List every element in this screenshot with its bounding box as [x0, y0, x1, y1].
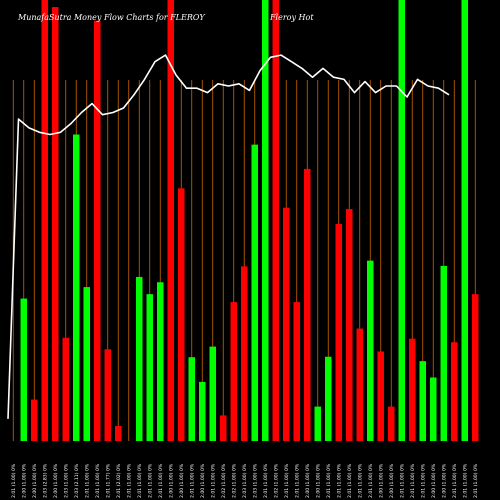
x-tick-label: 2.01 (1.00) 0%: [452, 463, 458, 498]
bar-up: [325, 356, 332, 441]
x-tick-label: 2.00 (1.00) 0%: [441, 463, 447, 498]
bar-down: [346, 209, 353, 441]
money-flow-line: [7, 54, 450, 419]
x-tick-label: 2.02 (1.00) 0%: [231, 463, 237, 498]
x-tick-label: 2.01 (1.00) 0%: [357, 463, 363, 498]
x-tick-label: 2.03 (2.83) 0%: [42, 463, 48, 498]
x-tick-label: 2.01 (1.00) 0%: [294, 463, 300, 498]
x-tick-label: 2.03 (1.00) 0%: [252, 463, 258, 498]
bar-down: [220, 415, 227, 441]
x-tick-label: 2.00 (1.00) 0%: [378, 463, 384, 498]
x-tick-label: 2.00 (1.00) 0%: [179, 463, 185, 498]
bar-down: [104, 349, 111, 441]
x-tick-label: 2.01 (1.00) 0%: [326, 463, 332, 498]
x-tick-label: 2.03 (2.11) 0%: [74, 463, 80, 498]
x-tick-label: 2.00 (1.00) 0%: [431, 463, 437, 498]
x-tick-label: 2.00 (1.00) 0%: [200, 463, 206, 498]
bar-down: [52, 7, 59, 441]
bar-down: [178, 188, 185, 441]
x-tick-label: 2.01 (1.00) 0%: [473, 463, 479, 498]
bar-down: [41, 0, 48, 441]
x-tick-label: 2.01 (1.77) 0%: [105, 463, 111, 498]
bar-down: [388, 406, 395, 441]
bar-up: [188, 357, 195, 441]
bar-up: [440, 265, 447, 441]
chart-title-right: Fleroy Hot: [269, 13, 314, 22]
bar-up: [157, 282, 164, 441]
bar-up: [136, 276, 143, 441]
bar-up: [73, 134, 80, 441]
bar-up: [199, 381, 206, 441]
bar-up: [398, 0, 405, 441]
bar-down: [356, 328, 363, 441]
bar-up: [430, 377, 437, 441]
x-tick-label: 2.01 (1.00) 0%: [137, 463, 143, 498]
x-tick-label: 2.03 (1.00) 0%: [63, 463, 69, 498]
bar-down: [335, 224, 342, 441]
bar-down: [451, 342, 458, 441]
bar-up: [262, 0, 269, 441]
bar-up: [20, 298, 27, 441]
bar-down: [293, 302, 300, 441]
x-tick-label: 2.00 (1.00) 0%: [315, 463, 321, 498]
bar-down: [472, 294, 479, 441]
x-tick-label: 2.00 (1.00) 0%: [53, 463, 59, 498]
x-tick-label: 2.01 (1.00) 0%: [189, 463, 195, 498]
x-tick-label: 2.01 (1.00) 0%: [263, 463, 269, 498]
x-tick-label: 2.01 (1.00) 0%: [11, 463, 17, 498]
x-tick-label: 2.01 (1.00) 0%: [462, 463, 468, 498]
bar-down: [62, 337, 69, 441]
x-tick-label: 2.00 (1.00) 0%: [168, 463, 174, 498]
bar-down: [94, 20, 101, 442]
bar-down: [272, 0, 279, 441]
x-tick-label: 2.01 (1.00) 0%: [284, 463, 290, 498]
x-tick-label: 2.01 (2.02) 0%: [116, 463, 122, 498]
x-tick-label: 2.02 (1.00) 0%: [273, 463, 279, 498]
x-tick-labels: 2.01 (1.00) 0% 2.00 (1.00) 0% 2.00 (1.00) …: [11, 463, 479, 498]
bar-down: [31, 399, 38, 441]
x-tick-label: 2.01 (1.00) 0%: [336, 463, 342, 498]
bar-up: [83, 287, 90, 441]
x-tick-label: 2.01 (1.00) 0%: [95, 463, 101, 498]
bar-up: [461, 0, 468, 441]
x-tick-label: 2.02 (1.00) 0%: [221, 463, 227, 498]
x-tick-label: 2.01 (1.00) 0%: [126, 463, 132, 498]
bar-down: [230, 302, 237, 441]
chart-title: MunafaSutra Money Flow Charts for FLEROY: [17, 13, 205, 22]
bar-up: [314, 406, 321, 441]
x-tick-label: 2.01 (1.00) 0%: [158, 463, 164, 498]
x-tick-label: 2.01 (1.00) 0%: [84, 463, 90, 498]
bar-up: [251, 144, 258, 441]
bar-down: [409, 338, 416, 441]
x-tick-label: 2.01 (1.00) 0%: [147, 463, 153, 498]
x-tick-label: 2.00 (1.00) 0%: [21, 463, 27, 498]
bar-down: [304, 168, 311, 441]
x-tick-label: 2.01 (1.00) 0%: [210, 463, 216, 498]
x-tick-label: 2.01 (1.00) 0%: [410, 463, 416, 498]
x-tick-label: 2.01 (1.00) 0%: [420, 463, 426, 498]
bar-series: [20, 0, 479, 442]
bar-up: [419, 361, 426, 441]
bar-down: [241, 266, 248, 441]
bar-up: [367, 260, 374, 441]
bar-up: [146, 294, 153, 441]
bar-down: [115, 426, 122, 441]
bar-up: [209, 346, 216, 441]
x-tick-label: 2.01 (1.00) 0%: [399, 463, 405, 498]
bar-down: [167, 0, 174, 441]
x-tick-label: 2.00 (1.00) 0%: [389, 463, 395, 498]
x-tick-label: 2.00 (1.00) 0%: [305, 463, 311, 498]
bar-down: [283, 207, 290, 441]
bar-down: [377, 351, 384, 441]
x-tick-label: 2.00 (1.00) 0%: [32, 463, 38, 498]
x-tick-label: 2.01 (1.00) 0%: [347, 463, 353, 498]
x-tick-label: 2.03 (1.00) 0%: [242, 463, 248, 498]
x-tick-label: 2.01 (1.00) 0%: [368, 463, 374, 498]
